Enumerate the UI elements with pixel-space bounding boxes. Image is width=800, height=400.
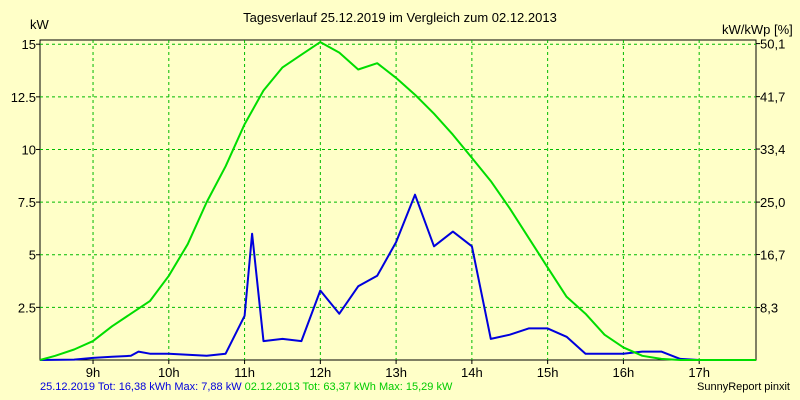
x-ticks: 9h 10h 11h 12h 13h 14h 15h 16h 17h (86, 360, 710, 380)
y-tick-label-left: 2.5 (18, 300, 36, 315)
x-tick-label: 16h (613, 365, 635, 380)
x-tick-label: 13h (385, 365, 407, 380)
x-tick-label: 17h (688, 365, 710, 380)
y-ticks-right: 8,3 16,7 25,0 33,4 41,7 50,1 (756, 37, 785, 316)
footer-series-1-summary: 25.12.2019 Tot: 16,38 kWh Max: 7,88 kW (40, 381, 242, 393)
y-tick-label-right: 8,3 (760, 301, 778, 316)
y-tick-label-left: 15 (22, 37, 36, 52)
y-tick-label-right: 33,4 (760, 142, 785, 157)
x-tick-label: 9h (86, 365, 100, 380)
y-ticks-left: 2.5 5 7.5 10 12.5 15 (11, 37, 40, 315)
chart-title: Tagesverlauf 25.12.2019 im Vergleich zum… (243, 10, 557, 25)
series-line-2 (39, 41, 756, 361)
grid (40, 40, 756, 360)
y-tick-label-right: 25,0 (760, 195, 785, 210)
y-tick-label-right: 41,7 (760, 90, 785, 105)
x-tick-label: 15h (537, 365, 559, 380)
y-tick-label-left: 12.5 (11, 90, 36, 105)
series-lines (39, 41, 756, 361)
y-tick-label-left: 7.5 (18, 195, 36, 210)
x-tick-label: 12h (309, 365, 331, 380)
y-tick-label-right: 50,1 (760, 37, 785, 52)
footer-series-2-summary: 02.12.2013 Tot: 63,37 kWh Max: 15,29 kW (244, 381, 453, 393)
plot-frame (39, 39, 757, 361)
x-tick-label: 14h (461, 365, 483, 380)
x-tick-label: 11h (234, 365, 255, 380)
y-tick-label-left: 5 (29, 248, 36, 263)
y-tick-label-right: 16,7 (760, 248, 785, 263)
y-axis-right-unit: kW/kWp [%] (722, 22, 793, 37)
footer-brand: SunnyReport pinxit (697, 381, 790, 393)
y-axis-left-unit: kW (30, 17, 50, 32)
footer-summary: 25.12.2019 Tot: 16,38 kWh Max: 7,88 kW 0… (40, 381, 452, 393)
y-tick-label-left: 10 (22, 142, 36, 157)
x-tick-label: 10h (158, 365, 180, 380)
series-line-1 (39, 193, 756, 361)
